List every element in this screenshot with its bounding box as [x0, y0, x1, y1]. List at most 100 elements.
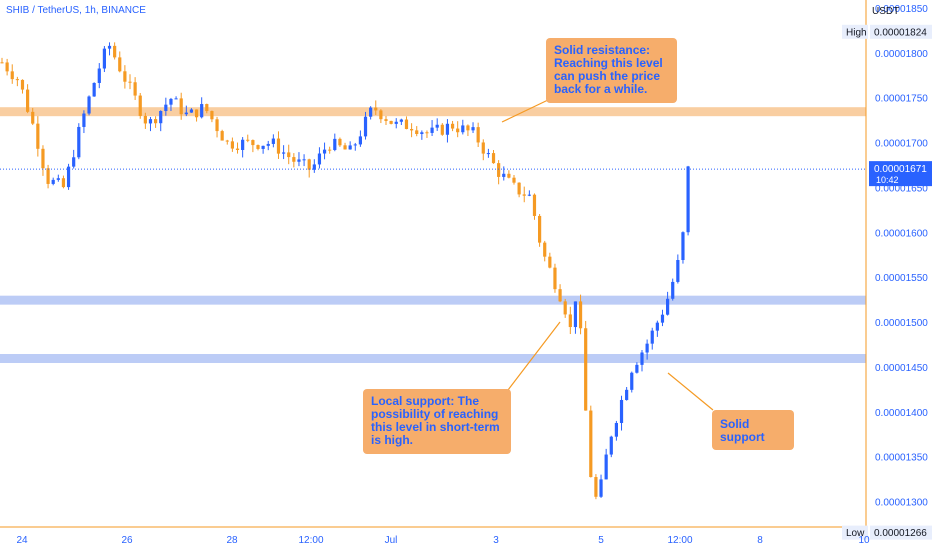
candle-body: [328, 149, 332, 151]
candle-body: [189, 109, 194, 113]
candle-body: [645, 343, 649, 353]
solid-support-callout: Solid support: [712, 410, 794, 450]
candle-body: [113, 45, 117, 58]
candle-body: [548, 256, 552, 268]
candle-body: [543, 242, 547, 257]
candle-body: [210, 111, 214, 120]
resistance-callout: Solid resistance: Reaching this level ca…: [546, 38, 677, 103]
price-tick-label: 0.00001600: [875, 228, 928, 239]
candle-body: [77, 126, 81, 158]
candle-body: [532, 194, 537, 216]
candle-body: [491, 153, 496, 164]
candle-body: [573, 301, 578, 328]
candle-body: [36, 123, 40, 149]
symbol-title: SHIB / TetherUS, 1h, BINANCE: [6, 5, 146, 16]
last-price-badge[interactable]: [869, 161, 932, 187]
time-tick-label: Jul: [385, 535, 398, 546]
candle-body: [5, 62, 9, 72]
candle-body: [404, 119, 409, 130]
candle-body: [179, 98, 183, 115]
candle-body: [481, 142, 485, 154]
time-tick-label: 28: [226, 535, 238, 546]
candle-body: [353, 144, 357, 146]
price-tick-label: 0.00001450: [875, 363, 928, 374]
resistance-zone: [0, 107, 866, 117]
candle-body: [251, 140, 255, 146]
candle-body: [230, 141, 234, 149]
time-tick-label: 8: [757, 535, 763, 546]
candle-body: [282, 152, 286, 154]
candle-body: [594, 477, 598, 497]
candle-body: [256, 145, 260, 149]
candle-body: [466, 125, 470, 131]
candle-body: [333, 138, 337, 150]
candle-body: [61, 178, 66, 188]
candle-body: [92, 82, 96, 97]
time-tick-label: 12:00: [667, 535, 692, 546]
candle-body: [440, 124, 444, 135]
time-tick-label: 3: [493, 535, 499, 546]
solid-support-callout-text: Solid support: [720, 417, 765, 444]
candle-body: [681, 232, 685, 261]
candle-body: [640, 352, 644, 365]
candle-body: [389, 120, 393, 124]
candle-body: [384, 119, 388, 121]
axis-currency-label[interactable]: USDT: [872, 6, 900, 17]
candle-body: [374, 107, 378, 111]
candle-body: [154, 119, 158, 124]
price-tick-label: 0.00001300: [875, 498, 928, 509]
candle-body: [102, 48, 106, 69]
candle-body: [66, 166, 71, 188]
candle-body: [445, 123, 450, 135]
candle-body: [348, 145, 352, 150]
price-tick-label: 0.00001700: [875, 139, 928, 150]
candle-body: [630, 372, 634, 390]
candle-body: [56, 178, 60, 180]
candle-body: [553, 267, 557, 290]
candle-body: [517, 182, 521, 195]
candle-body: [394, 121, 398, 124]
candle-body: [128, 81, 132, 83]
candle-body: [660, 314, 665, 323]
price-tick-label: 0.00001550: [875, 273, 928, 284]
last-price-value: 0.00001671: [874, 164, 927, 175]
low-value: 0.00001266: [874, 528, 927, 539]
candle-body: [471, 127, 475, 131]
candle-body: [317, 153, 322, 165]
price-tick-label: 0.00001350: [875, 453, 928, 464]
candle-body: [456, 128, 460, 133]
countdown-value: 10:42: [876, 175, 899, 185]
candle-body: [31, 111, 35, 124]
high-label: High: [846, 27, 867, 38]
candle-body: [133, 82, 137, 96]
resistance-callout-text: Solid resistance: Reaching this level ca…: [554, 43, 663, 96]
candle-body: [507, 173, 511, 178]
high-badge: [870, 24, 932, 39]
candle-body: [143, 115, 147, 124]
candle-body: [138, 95, 142, 116]
time-tick-label: 24: [16, 535, 28, 546]
candle-body: [276, 138, 281, 154]
candle-body: [363, 116, 368, 137]
candle-body: [671, 281, 675, 299]
candle-body: [420, 132, 424, 134]
candle-body: [584, 328, 588, 411]
candle-body: [343, 145, 347, 150]
candle-body: [72, 157, 76, 167]
candle-body: [205, 104, 209, 112]
time-tick-label: 26: [121, 535, 133, 546]
candle-body: [589, 410, 593, 478]
candle-body: [379, 110, 383, 120]
candle-body: [194, 109, 199, 118]
candle-body: [164, 104, 168, 112]
candle-body: [215, 119, 219, 132]
candle-body: [148, 119, 153, 124]
candle-body: [666, 298, 670, 315]
low-label: Low: [846, 528, 865, 539]
candle-body: [302, 159, 306, 161]
candle-body: [502, 173, 506, 177]
price-tick-label: 0.00001800: [875, 49, 928, 60]
local-support-callout-text: Local support: The possibility of reachi…: [371, 394, 500, 447]
